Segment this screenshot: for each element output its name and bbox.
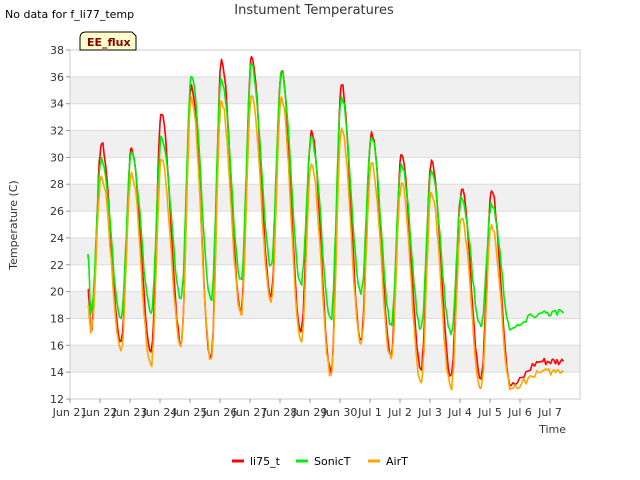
plot-area [70, 50, 580, 399]
series-line-AirT [87, 94, 564, 391]
x-tick-label: Jun 22 [82, 406, 118, 419]
x-tick-label: Jul 1 [357, 406, 382, 419]
legend-label: li75_t [250, 455, 281, 468]
y-tick-label: 14 [50, 366, 64, 379]
x-tick-label: Jun 23 [112, 406, 148, 419]
plot-frame [69, 49, 581, 400]
y-tick-label: 22 [50, 259, 64, 272]
grid-band [70, 345, 580, 373]
x-tick-label: Jul 5 [477, 406, 502, 419]
series-line-SonicT [87, 62, 565, 336]
y-tick-label: 12 [50, 393, 64, 406]
x-tick-label: Jul 4 [447, 406, 472, 419]
x-tick-label: Jun 29 [292, 406, 328, 419]
legend-label: SonicT [314, 455, 351, 468]
x-tick-label: Jul 2 [387, 406, 412, 419]
y-tick-label: 24 [50, 232, 64, 245]
x-tick-label: Jul 6 [507, 406, 532, 419]
grid-band [70, 237, 580, 265]
y-tick-label: 26 [50, 205, 64, 218]
x-axis-title: Time [538, 423, 566, 436]
y-tick-label: 16 [50, 339, 64, 352]
no-data-note: No data for f_li77_temp [5, 8, 134, 21]
y-tick-label: 36 [50, 71, 64, 84]
ee-flux-badge: EE_flux [79, 31, 137, 51]
x-tick-label: Jun 30 [322, 406, 358, 419]
x-tick-label: Jun 21 [52, 406, 88, 419]
badge-label: EE_flux [87, 36, 131, 49]
y-tick-label: 38 [50, 44, 64, 57]
badge-shape [79, 31, 137, 51]
y-tick-label: 30 [50, 151, 64, 164]
legend: li75_t SonicT AirT [232, 455, 408, 468]
legend-label: AirT [386, 455, 408, 468]
x-tick-label: Jul 7 [537, 406, 562, 419]
x-tick-label: Jun 25 [172, 406, 208, 419]
y-tick-label: 28 [50, 178, 64, 191]
chart-title: Instument Temperatures [234, 3, 394, 18]
y-axis-title: Temperature (C) [7, 180, 20, 270]
x-tick-label: Jul 3 [417, 406, 442, 419]
y-tick-label: 20 [50, 286, 64, 299]
x-tick-label: Jun 27 [232, 406, 268, 419]
grid-band [70, 76, 580, 104]
grid-band [70, 130, 580, 158]
y-tick-label: 18 [50, 312, 64, 325]
x-tick-label: Jun 28 [262, 406, 298, 419]
y-tick-label: 32 [50, 125, 64, 138]
grid-band [70, 184, 580, 212]
x-tick-label: Jun 24 [142, 406, 178, 419]
x-tick-label: Jun 26 [202, 406, 238, 419]
y-tick-label: 34 [50, 98, 64, 111]
